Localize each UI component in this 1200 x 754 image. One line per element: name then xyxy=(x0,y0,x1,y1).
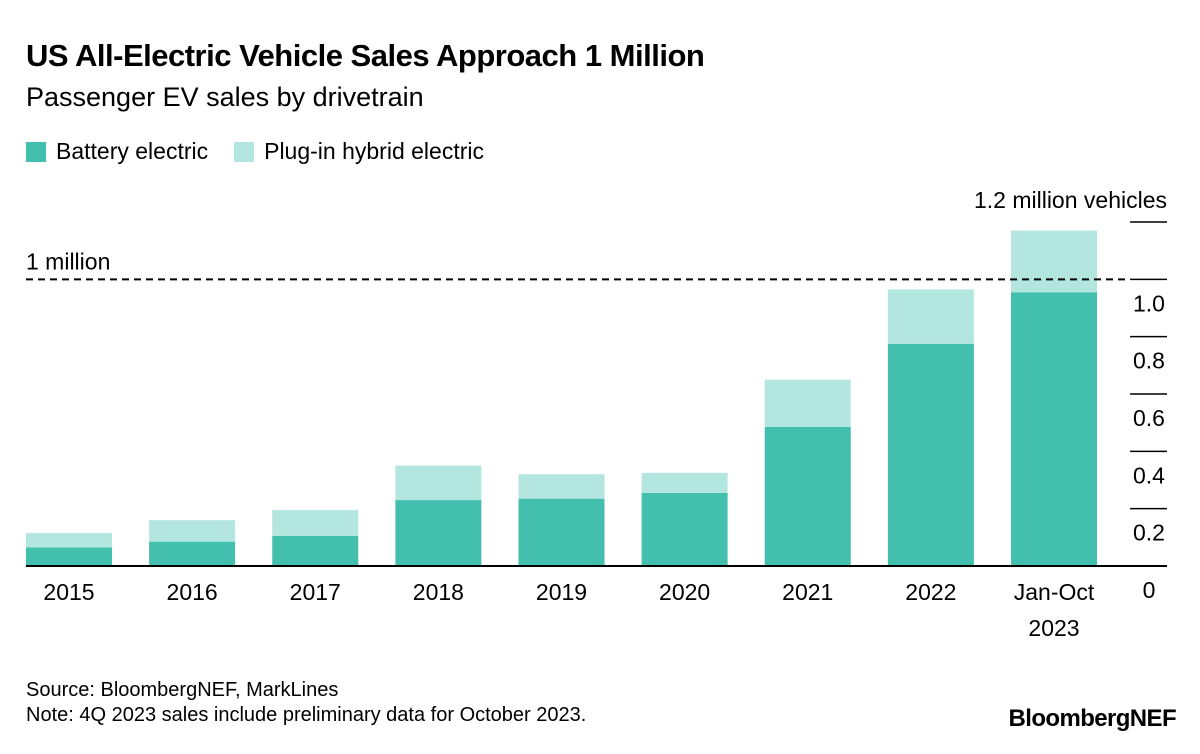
chart-title: US All-Electric Vehicle Sales Approach 1… xyxy=(26,38,705,73)
x-tick-label: 2018 xyxy=(413,579,464,605)
note-text: Note: 4Q 2023 sales include preliminary … xyxy=(26,704,587,726)
x-tick-label: 2022 xyxy=(905,579,956,605)
bar-phev-0 xyxy=(26,533,112,548)
legend-label-bev: Battery electric xyxy=(56,138,209,164)
x-tick-label: 2017 xyxy=(290,579,341,605)
x-tick-label: 2019 xyxy=(536,579,587,605)
bar-bev-1 xyxy=(149,541,236,566)
x-tick-label: Jan-Oct xyxy=(1014,579,1095,605)
bar-bev-8 xyxy=(1011,292,1097,566)
legend-label-phev: Plug-in hybrid electric xyxy=(264,138,484,164)
stacked-bar-chart: 2015 2016 2017 2018 2019 2020 2021 2022 Jan-Oct 2… xyxy=(26,187,1167,641)
bar-bev-7 xyxy=(887,343,974,566)
y-tick-label: 0.4 xyxy=(1133,462,1165,488)
bar-bev-3 xyxy=(395,500,482,566)
x-tick-label: 2023 xyxy=(1028,615,1079,641)
y-tick-label: 1.0 xyxy=(1133,290,1165,316)
bar-phev-5 xyxy=(641,472,728,493)
bar-phev-3 xyxy=(395,465,482,501)
bar-phev-7 xyxy=(887,289,974,344)
bar-phev-2 xyxy=(272,510,359,536)
bar-bev-2 xyxy=(272,535,359,566)
x-tick-label: 2020 xyxy=(659,579,710,605)
chart-subtitle: Passenger EV sales by drivetrain xyxy=(26,82,424,112)
x-tick-label: 2021 xyxy=(782,579,833,605)
bar-phev-4 xyxy=(518,474,605,499)
bar-bev-6 xyxy=(764,426,851,566)
legend-item-phev: Plug-in hybrid electric xyxy=(234,138,484,165)
y-tick-label: 0.2 xyxy=(1133,520,1165,546)
y-tick-label: 0.8 xyxy=(1133,348,1165,374)
legend-swatch-bev xyxy=(26,141,46,162)
bar-phev-8 xyxy=(1011,230,1097,293)
bar-bev-4 xyxy=(518,498,605,566)
y-tick-label: 0.6 xyxy=(1133,405,1165,431)
bar-phev-6 xyxy=(764,379,851,427)
bar-phev-1 xyxy=(149,520,236,542)
y-tick-label: 0 xyxy=(1143,577,1156,603)
y-axis-unit-label: 1.2 million vehicles xyxy=(974,187,1167,213)
legend-item-bev: Battery electric xyxy=(26,138,208,165)
x-tick-label: 2016 xyxy=(167,579,218,605)
x-tick-label: 2015 xyxy=(43,579,94,605)
bar-bev-5 xyxy=(641,492,728,566)
legend-swatch-phev xyxy=(234,141,255,162)
reference-line-label: 1 million xyxy=(26,248,110,274)
legend: Battery electric Plug-in hybrid electric xyxy=(26,138,510,165)
bar-bev-0 xyxy=(26,547,112,566)
bloombergnef-logo: BloombergNEF xyxy=(1008,705,1177,732)
source-text: Source: BloombergNEF, MarkLines xyxy=(26,679,339,701)
footnote: Source: BloombergNEF, MarkLines Note: 4Q… xyxy=(26,678,586,728)
